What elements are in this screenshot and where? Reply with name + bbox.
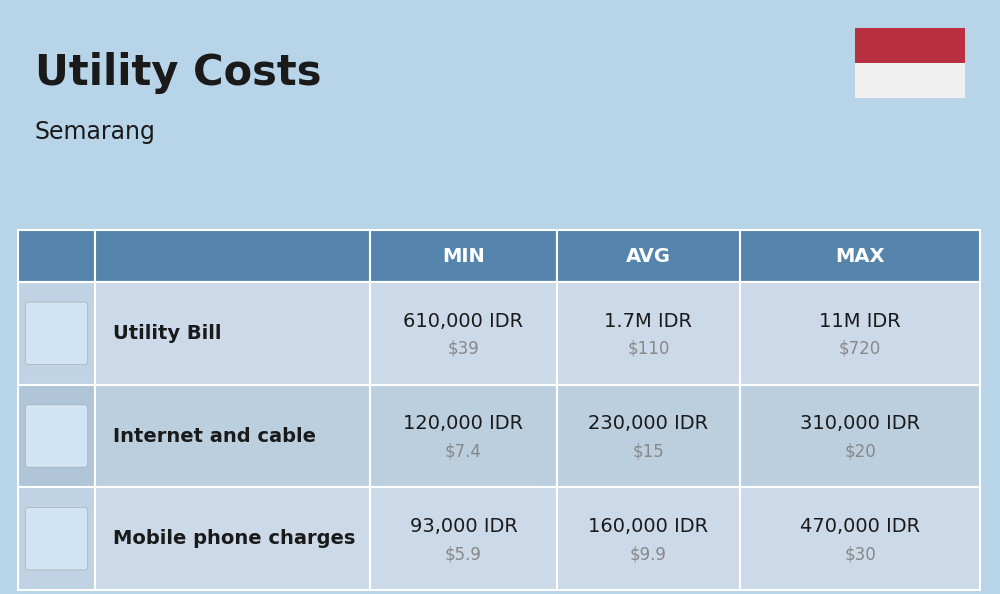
Text: $5.9: $5.9	[445, 545, 482, 563]
Text: 1.7M IDR: 1.7M IDR	[604, 311, 692, 330]
Bar	[740, 230, 980, 282]
Bar	[740, 385, 980, 487]
Text: $720: $720	[839, 340, 881, 358]
Text: 310,000 IDR: 310,000 IDR	[800, 414, 920, 433]
Text: 230,000 IDR: 230,000 IDR	[588, 414, 709, 433]
FancyBboxPatch shape	[25, 507, 88, 570]
Bar	[95, 385, 370, 487]
Bar	[557, 230, 740, 282]
Bar	[18, 385, 95, 487]
FancyBboxPatch shape	[25, 405, 88, 467]
FancyBboxPatch shape	[25, 302, 88, 365]
Text: MAX: MAX	[835, 247, 885, 266]
Text: $39: $39	[448, 340, 479, 358]
Text: $7.4: $7.4	[445, 443, 482, 460]
Text: Mobile phone charges: Mobile phone charges	[113, 529, 355, 548]
Text: 120,000 IDR: 120,000 IDR	[403, 414, 524, 433]
Bar	[18, 282, 95, 385]
Text: 11M IDR: 11M IDR	[819, 311, 901, 330]
Text: Internet and cable: Internet and cable	[113, 426, 316, 446]
Bar	[855, 63, 965, 98]
Text: 610,000 IDR: 610,000 IDR	[403, 311, 524, 330]
Text: AVG: AVG	[626, 247, 671, 266]
Bar	[18, 487, 95, 590]
Bar	[370, 487, 557, 590]
Text: $9.9: $9.9	[630, 545, 667, 563]
Text: MIN: MIN	[442, 247, 485, 266]
Text: 160,000 IDR: 160,000 IDR	[588, 517, 709, 536]
Text: 470,000 IDR: 470,000 IDR	[800, 517, 920, 536]
Bar	[557, 385, 740, 487]
Bar	[740, 282, 980, 385]
Text: $30: $30	[844, 545, 876, 563]
Bar	[370, 230, 557, 282]
Bar	[370, 282, 557, 385]
Bar	[855, 28, 965, 63]
Bar	[557, 282, 740, 385]
Text: $20: $20	[844, 443, 876, 460]
Bar	[370, 385, 557, 487]
Text: Utility Bill: Utility Bill	[113, 324, 222, 343]
Text: Utility Costs: Utility Costs	[35, 52, 322, 94]
Bar	[557, 487, 740, 590]
Text: 93,000 IDR: 93,000 IDR	[410, 517, 517, 536]
Bar	[740, 487, 980, 590]
Bar	[95, 487, 370, 590]
Text: $110: $110	[627, 340, 670, 358]
Text: Semarang: Semarang	[35, 120, 156, 144]
Text: $15: $15	[633, 443, 664, 460]
Bar	[95, 282, 370, 385]
Bar	[95, 230, 370, 282]
Bar	[18, 230, 95, 282]
